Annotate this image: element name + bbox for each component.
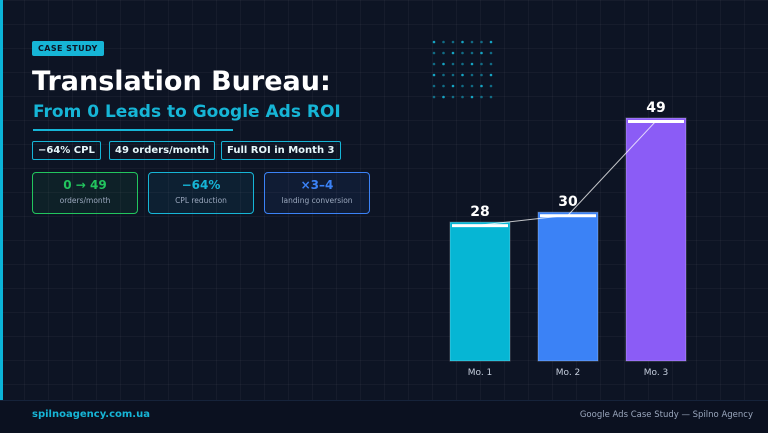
chip-cpl: −64% CPL: [32, 141, 101, 160]
stat-label: landing conversion: [281, 196, 353, 205]
title-underline: [33, 129, 233, 131]
decor-dot: [442, 84, 445, 88]
bar-cap: [452, 224, 508, 228]
x-tick-label: Mo. 1: [468, 368, 493, 378]
decor-dot: [432, 40, 436, 44]
decor-dot: [489, 40, 493, 44]
decor-dot: [442, 73, 445, 77]
decor-dot: [470, 95, 474, 99]
case-study-badge: CASE STUDY: [32, 41, 104, 56]
decor-dot: [480, 51, 483, 55]
decor-dot: [451, 40, 455, 44]
bar-3: [625, 117, 687, 362]
decor-dot: [451, 84, 455, 88]
decor-dot: [451, 62, 455, 66]
footer-caption: Google Ads Case Study — Spilno Agency: [579, 410, 753, 420]
decor-dot: [461, 40, 464, 44]
decor-dot: [470, 51, 474, 55]
decor-dot: [461, 51, 464, 55]
decor-dot: [432, 62, 436, 66]
x-tick-label: Mo. 2: [556, 368, 581, 378]
trend-line: [479, 120, 657, 226]
decor-dot: [461, 95, 464, 99]
bar-value-label: 49: [646, 100, 665, 116]
decor-dot: [442, 40, 445, 44]
decor-dot: [470, 62, 474, 66]
stat-card-orders: 0 → 49 orders/month: [32, 172, 138, 214]
decor-dot: [432, 73, 436, 77]
x-tick-label: Mo. 3: [644, 368, 669, 378]
decor-dot: [480, 84, 483, 88]
decor-dot: [489, 73, 493, 77]
decor-dot: [480, 95, 483, 99]
decor-dot: [461, 84, 464, 88]
footer-bar: [0, 400, 768, 433]
decor-dot: [451, 95, 455, 99]
stat-value: 0 → 49: [63, 178, 107, 192]
decor-dot: [461, 73, 464, 77]
stat-value: ×3–4: [300, 178, 334, 192]
decor-dot: [489, 95, 493, 99]
decor-dot: [461, 62, 464, 66]
bar-2: [537, 211, 599, 362]
left-accent-rule: [0, 0, 3, 400]
decor-dot: [451, 51, 455, 55]
decor-dot: [489, 84, 493, 88]
decor-dot: [489, 62, 493, 66]
decor-dot: [432, 51, 436, 55]
decor-dot: [470, 84, 474, 88]
decor-dot: [442, 62, 445, 66]
decor-dot: [432, 95, 436, 99]
bar-value-label: 28: [470, 204, 489, 220]
decor-dot: [451, 73, 455, 77]
chip-roi: Full ROI in Month 3: [221, 141, 341, 160]
footer-site-link[interactable]: spilnoagency.com.ua: [32, 409, 150, 420]
stat-label: CPL reduction: [175, 196, 227, 205]
decor-dot: [470, 73, 474, 77]
stat-card-cpl: −64% CPL reduction: [148, 172, 254, 214]
decor-dot: [480, 62, 483, 66]
bar-1: [449, 221, 511, 362]
decor-dot: [470, 40, 474, 44]
chip-orders: 49 orders/month: [109, 141, 215, 160]
bar-value-label: 30: [558, 194, 578, 210]
decor-dot: [480, 73, 483, 77]
decor-dot: [480, 40, 483, 44]
stat-value: −64%: [181, 178, 221, 192]
stat-label: orders/month: [59, 196, 111, 205]
page-title: Translation Bureau:: [32, 66, 331, 97]
page-subtitle: From 0 Leads to Google Ads ROI: [33, 102, 341, 122]
stat-card-conversion: ×3–4 landing conversion: [264, 172, 370, 214]
decor-dot: [442, 95, 445, 99]
decor-dot: [432, 84, 436, 88]
decor-dot: [489, 51, 493, 55]
decor-dot: [442, 51, 445, 55]
